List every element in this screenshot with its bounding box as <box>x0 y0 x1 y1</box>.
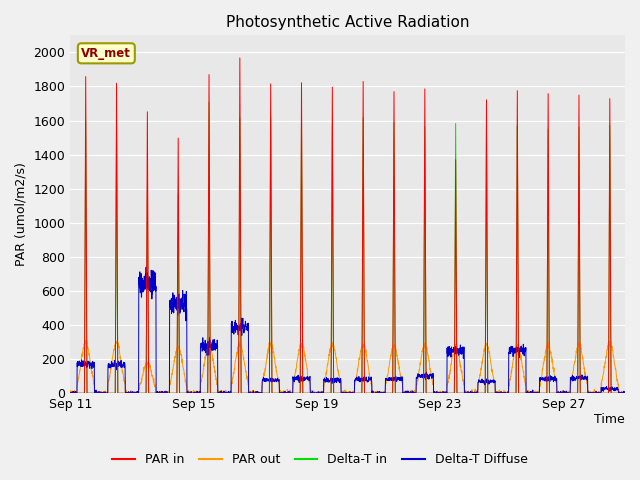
Text: VR_met: VR_met <box>81 47 131 60</box>
Legend: PAR in, PAR out, Delta-T in, Delta-T Diffuse: PAR in, PAR out, Delta-T in, Delta-T Dif… <box>107 448 533 471</box>
Title: Photosynthetic Active Radiation: Photosynthetic Active Radiation <box>226 15 469 30</box>
X-axis label: Time: Time <box>595 413 625 426</box>
Y-axis label: PAR (umol/m2/s): PAR (umol/m2/s) <box>15 162 28 266</box>
